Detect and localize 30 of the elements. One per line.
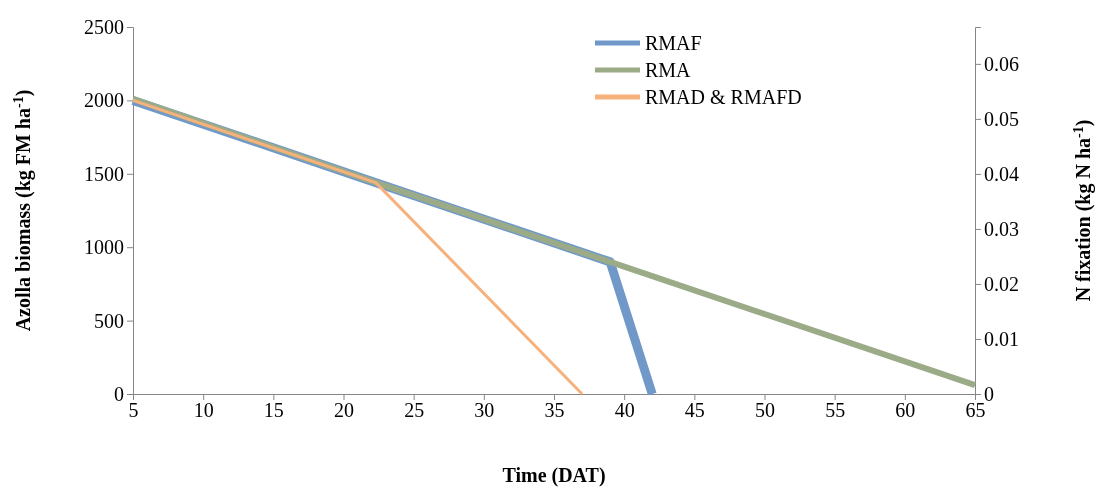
y2-tick-label: 0.01	[984, 327, 1019, 350]
y2-tick-label: 0.04	[984, 162, 1019, 185]
x-tick-label: 20	[334, 399, 354, 422]
x-tick-label: 60	[895, 399, 916, 422]
x-tick-label: 35	[544, 399, 565, 422]
y-tick-label: 0	[114, 382, 124, 405]
x-tick-label: 15	[263, 399, 284, 422]
y2-tick-label: 0.05	[984, 107, 1019, 130]
x-tick-label: 45	[684, 399, 705, 422]
y2-tick-label: 0	[984, 382, 994, 405]
y-tick-label: 1500	[84, 162, 124, 185]
x-tick-label: 5	[128, 399, 139, 422]
x-tick-label: 65	[965, 399, 986, 422]
y2-tick-label: 0.03	[984, 217, 1019, 240]
x-tick-label: 30	[474, 399, 495, 422]
x-axis-title: Time (DAT)	[502, 464, 606, 487]
x-tick-label: 50	[755, 399, 775, 422]
x-tick-label: 25	[404, 399, 425, 422]
x-tick-label: 40	[614, 399, 635, 422]
y2-tick-label: 0.06	[984, 52, 1019, 75]
y-tick-label: 2000	[84, 89, 124, 112]
y2-tick-label: 0.02	[984, 272, 1019, 295]
x-tick-label: 10	[193, 399, 214, 422]
legend-label: RMA	[645, 59, 692, 81]
legend-label: RMAF	[645, 32, 702, 54]
x-tick-label: 55	[825, 399, 846, 422]
legend-label: RMAD & RMAFD	[645, 86, 802, 108]
y-tick-label: 1000	[84, 236, 124, 259]
y-tick-label: 500	[94, 309, 124, 332]
y-tick-label: 2500	[84, 15, 124, 38]
